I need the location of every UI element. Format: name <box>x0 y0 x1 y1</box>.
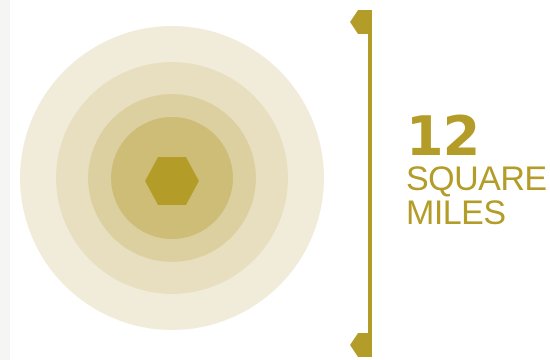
area-stat: 12 SQUARE MILES <box>406 105 547 232</box>
stat-number: 12 <box>406 105 480 168</box>
bracket-top-cap-icon <box>350 10 372 34</box>
scale-bracket <box>350 10 372 357</box>
stat-unit-line1: SQUARE <box>406 160 547 198</box>
stat-unit-line2: MILES <box>406 194 506 232</box>
bracket-bottom-cap-icon <box>350 333 372 357</box>
hexagon-icon <box>145 157 199 205</box>
left-margin-strip <box>0 0 10 360</box>
